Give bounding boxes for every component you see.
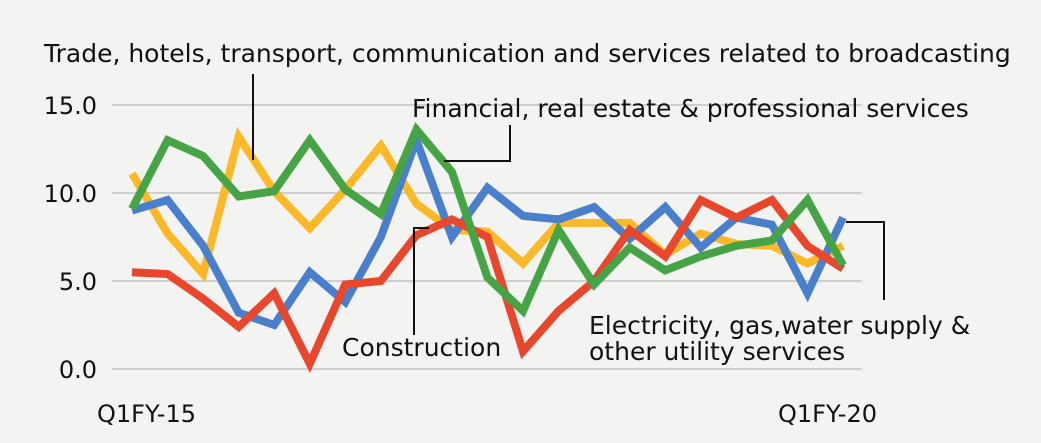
y-tick-label: 10.0 bbox=[44, 180, 97, 208]
y-tick-label: 15.0 bbox=[44, 92, 97, 120]
x-tick-first: Q1FY-15 bbox=[97, 400, 196, 428]
series-layer bbox=[128, 122, 847, 373]
trade-annotation: Trade, hotels, transport, communication … bbox=[43, 39, 1011, 68]
y-tick-label: 5.0 bbox=[59, 268, 97, 296]
financial-leader bbox=[444, 125, 511, 162]
utilities-annotation-line2: other utility services bbox=[589, 337, 845, 366]
text-layer: Trade, hotels, transport, communication … bbox=[43, 39, 1011, 428]
y-tick-label: 0.0 bbox=[59, 356, 97, 384]
x-tick-last: Q1FY-20 bbox=[778, 400, 877, 428]
series-line-trade bbox=[128, 126, 845, 283]
annotation-leaders bbox=[252, 74, 885, 335]
utilities-annotation-line1: Electricity, gas,water supply & bbox=[589, 311, 970, 340]
construction-leader bbox=[413, 227, 429, 335]
series-line-utilities bbox=[128, 122, 847, 318]
series-line-construction bbox=[131, 194, 846, 373]
financial-annotation: Financial, real estate & professional se… bbox=[412, 94, 969, 123]
construction-annotation: Construction bbox=[342, 333, 501, 362]
utilities-leader bbox=[846, 221, 885, 300]
